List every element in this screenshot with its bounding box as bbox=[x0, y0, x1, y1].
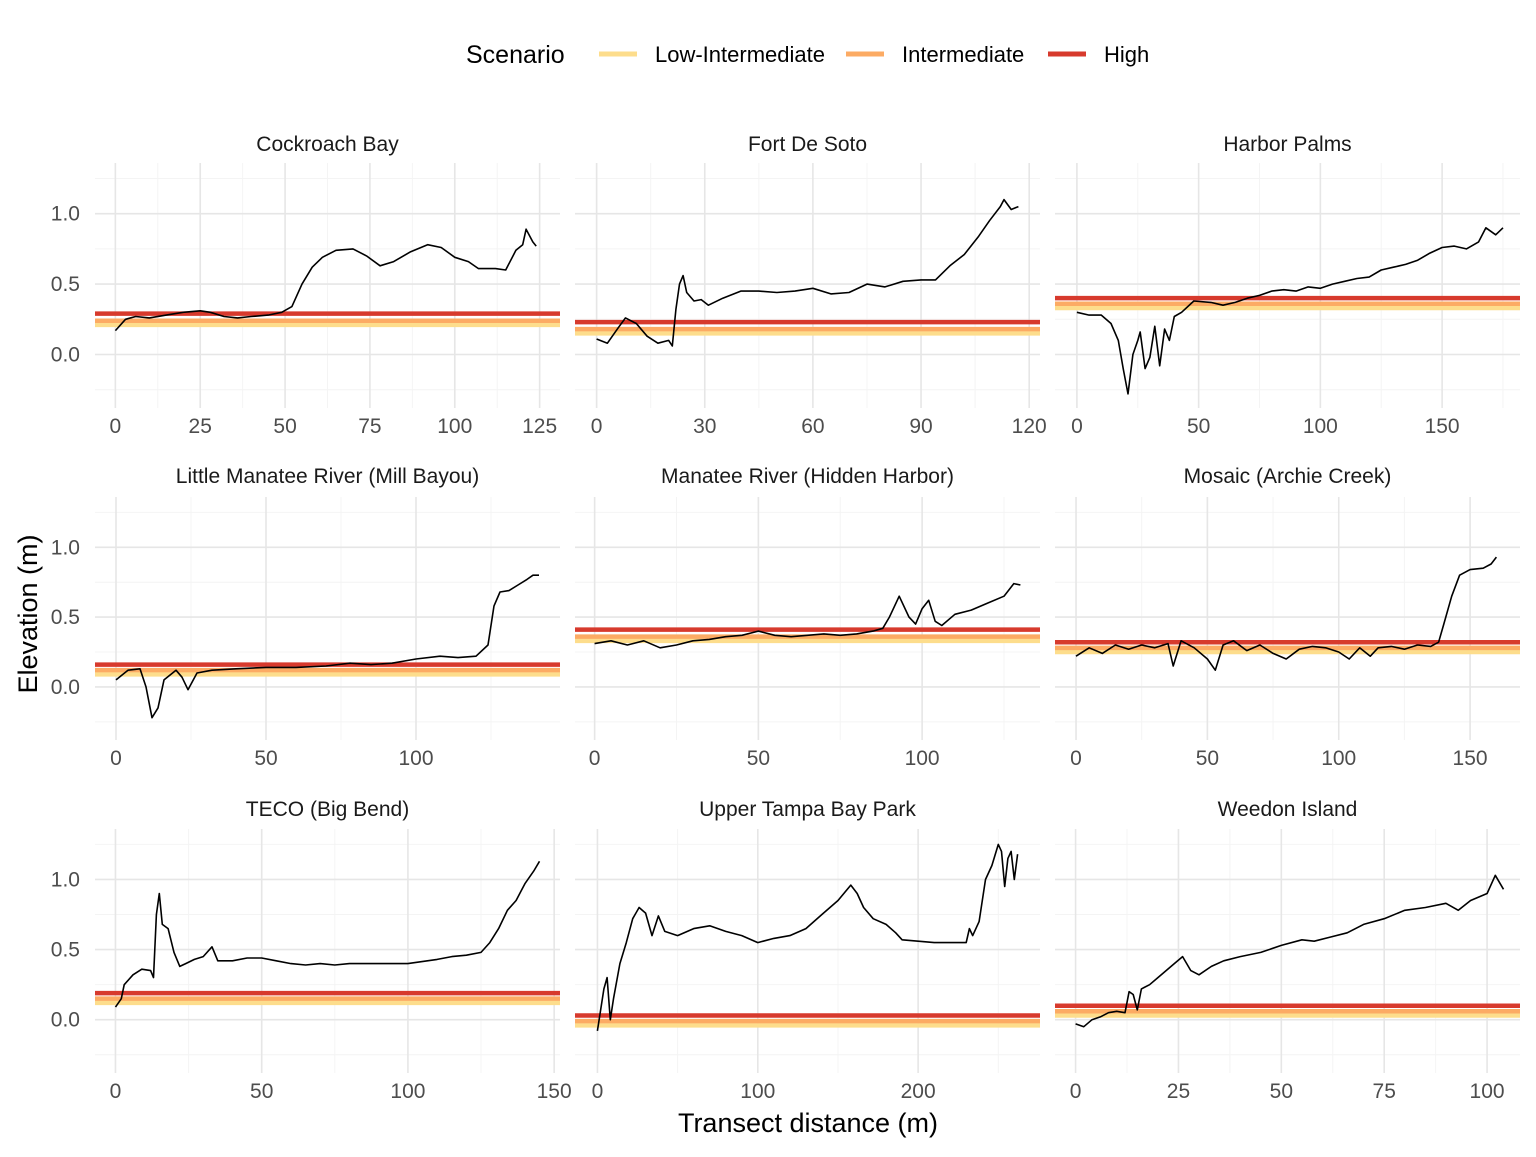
elevation-profile-line bbox=[1076, 227, 1504, 395]
x-tick-label: 120 bbox=[1012, 415, 1047, 438]
panel-weedon-island: Weedon Island 0 25 50 75 100 bbox=[1055, 798, 1520, 1103]
elevation-profile-line bbox=[596, 198, 1019, 347]
y-tick-label: 1.0 bbox=[51, 868, 80, 891]
panel-title: Manatee River (Hidden Harbor) bbox=[661, 465, 954, 488]
panel-title: Upper Tampa Bay Park bbox=[699, 798, 916, 821]
x-tick-label: 100 bbox=[1321, 747, 1356, 770]
facet-panels: Cockroach Bay 0 25 50 75 100 125 0.0 0.5 1.0 Fort … bbox=[51, 133, 1520, 1103]
x-tick-label: 0 bbox=[591, 415, 603, 438]
x-tick-label: 0 bbox=[110, 415, 122, 438]
panel-title: Mosaic (Archie Creek) bbox=[1184, 465, 1392, 488]
x-tick-label: 0 bbox=[592, 1080, 604, 1103]
y-tick-label: 0.0 bbox=[51, 343, 80, 366]
x-tick-label: 150 bbox=[537, 1080, 572, 1103]
legend-label: Intermediate bbox=[902, 42, 1024, 67]
panel-title: Cockroach Bay bbox=[256, 133, 399, 156]
x-tick-label: 50 bbox=[273, 415, 296, 438]
gridlines bbox=[95, 829, 560, 1073]
elevation-profile-line bbox=[1075, 874, 1505, 1028]
y-tick-label: 0.0 bbox=[51, 676, 80, 699]
y-axis-label: Elevation (m) bbox=[13, 534, 43, 693]
x-tick-label: 200 bbox=[901, 1080, 936, 1103]
x-axis-label: Transect distance (m) bbox=[678, 1108, 938, 1138]
panel-little-manatee-river-mill-bayou: Little Manatee River (Mill Bayou) 0 50 100 0… bbox=[51, 465, 560, 770]
y-tick-label: 0.5 bbox=[51, 606, 80, 629]
x-tick-label: 30 bbox=[693, 415, 716, 438]
panel-upper-tampa-bay-park: Upper Tampa Bay Park 0 100 200 bbox=[575, 798, 1040, 1103]
elevation-profile-line bbox=[1075, 556, 1498, 671]
x-tick-label: 100 bbox=[398, 747, 433, 770]
x-tick-label: 0 bbox=[589, 747, 601, 770]
panel-fort-de-soto: Fort De Soto 0 30 60 90 120 bbox=[575, 133, 1047, 438]
x-tick-label: 0 bbox=[1070, 747, 1082, 770]
x-tick-label: 50 bbox=[747, 747, 770, 770]
elevation-profile-line bbox=[594, 582, 1021, 649]
y-tick-label: 0.5 bbox=[51, 273, 80, 296]
legend: Scenario Low-Intermediate Intermediate Hig… bbox=[466, 41, 1149, 69]
x-tick-label: 50 bbox=[1187, 415, 1210, 438]
x-tick-label: 150 bbox=[1453, 747, 1488, 770]
elevation-profile-line bbox=[114, 860, 541, 1008]
x-tick-label: 60 bbox=[801, 415, 824, 438]
x-tick-label: 100 bbox=[437, 415, 472, 438]
x-tick-label: 100 bbox=[390, 1080, 425, 1103]
gridlines bbox=[95, 163, 560, 408]
x-tick-label: 75 bbox=[1373, 1080, 1396, 1103]
x-tick-label: 0 bbox=[1071, 415, 1083, 438]
gridlines bbox=[575, 497, 1040, 740]
y-tick-label: 1.0 bbox=[51, 203, 80, 226]
elevation-profile-line bbox=[596, 843, 1019, 1032]
x-tick-label: 0 bbox=[110, 747, 122, 770]
legend-entry-intermediate: Intermediate bbox=[846, 42, 1024, 67]
x-tick-label: 100 bbox=[905, 747, 940, 770]
legend-label: Low-Intermediate bbox=[655, 42, 825, 67]
panel-teco-big-bend: TECO (Big Bend) 0 50 100 150 0.0 0.5 1.0 bbox=[51, 798, 572, 1103]
legend-title: Scenario bbox=[466, 41, 565, 69]
y-tick-label: 0.5 bbox=[51, 939, 80, 962]
panel-cockroach-bay: Cockroach Bay 0 25 50 75 100 125 0.0 0.5 1.0 bbox=[51, 133, 560, 438]
x-tick-label: 50 bbox=[1270, 1080, 1293, 1103]
legend-entry-high: High bbox=[1048, 42, 1149, 67]
y-tick-label: 0.0 bbox=[51, 1009, 80, 1032]
panel-title: TECO (Big Bend) bbox=[246, 798, 409, 821]
x-tick-label: 50 bbox=[1196, 747, 1219, 770]
gridlines bbox=[1055, 829, 1520, 1073]
panel-title: Little Manatee River (Mill Bayou) bbox=[176, 465, 479, 488]
x-tick-label: 100 bbox=[1470, 1080, 1505, 1103]
panel-manatee-river-hidden-harbor: Manatee River (Hidden Harbor) 0 50 100 bbox=[575, 465, 1040, 770]
x-tick-label: 150 bbox=[1425, 415, 1460, 438]
x-tick-label: 90 bbox=[909, 415, 932, 438]
gridlines bbox=[95, 497, 560, 740]
panel-title: Fort De Soto bbox=[748, 133, 867, 156]
x-tick-label: 0 bbox=[1070, 1080, 1082, 1103]
panel-mosaic-archie-creek: Mosaic (Archie Creek) 0 50 100 150 bbox=[1055, 465, 1520, 770]
elevation-profile-line bbox=[115, 574, 539, 719]
x-tick-label: 0 bbox=[110, 1080, 122, 1103]
x-tick-label: 25 bbox=[1167, 1080, 1190, 1103]
x-tick-label: 100 bbox=[1303, 415, 1338, 438]
panel-title: Harbor Palms bbox=[1223, 133, 1351, 156]
x-tick-label: 50 bbox=[254, 747, 277, 770]
elevation-profile-line bbox=[114, 228, 537, 332]
panel-harbor-palms: Harbor Palms 0 50 100 150 bbox=[1055, 133, 1520, 438]
x-tick-label: 100 bbox=[740, 1080, 775, 1103]
gridlines bbox=[575, 163, 1040, 408]
x-tick-label: 50 bbox=[250, 1080, 273, 1103]
panel-title: Weedon Island bbox=[1218, 798, 1358, 821]
x-tick-label: 75 bbox=[358, 415, 381, 438]
legend-label: High bbox=[1104, 42, 1149, 67]
gridlines bbox=[1055, 163, 1520, 408]
gridlines bbox=[575, 829, 1040, 1073]
x-tick-label: 25 bbox=[189, 415, 212, 438]
legend-entry-low-intermediate: Low-Intermediate bbox=[599, 42, 825, 67]
gridlines bbox=[1055, 497, 1520, 740]
y-tick-label: 1.0 bbox=[51, 536, 80, 559]
x-tick-label: 125 bbox=[522, 415, 557, 438]
